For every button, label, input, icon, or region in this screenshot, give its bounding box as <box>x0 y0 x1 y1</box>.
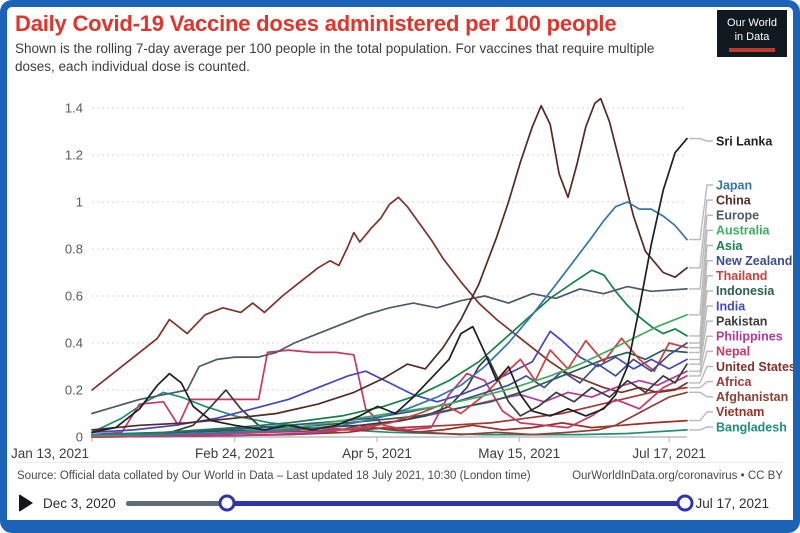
legend-label-africa[interactable]: Africa <box>716 375 752 389</box>
y-tick-label: 1.2 <box>65 148 83 163</box>
legend-label-thailand[interactable]: Thailand <box>716 269 767 283</box>
legend-leader-india <box>689 305 713 361</box>
y-tick-label: 1 <box>76 195 83 210</box>
legend-leader-nepal <box>689 350 713 377</box>
legend-label-australia[interactable]: Australia <box>716 224 771 238</box>
legend-leader-japan <box>689 184 713 241</box>
legend-leader-thailand <box>689 275 713 349</box>
owid-logo-line2: in Data <box>734 31 770 44</box>
owid-logo[interactable]: Our World in Data <box>717 10 787 57</box>
x-tick-label: Feb 24, 2021 <box>195 446 275 460</box>
legend-label-japan[interactable]: Japan <box>716 178 752 192</box>
page-title: Daily Covid-19 Vaccine doses administere… <box>15 11 617 36</box>
line-united-states <box>91 196 688 394</box>
legend-label-asia[interactable]: Asia <box>716 239 743 253</box>
legend-label-india[interactable]: India <box>716 299 746 313</box>
legend-label-new-zealand[interactable]: New Zealand <box>716 254 792 268</box>
timeline-start-handle[interactable] <box>218 494 236 512</box>
legend-leader-afghanistan <box>689 391 713 398</box>
legend-label-china[interactable]: China <box>716 193 752 207</box>
timeline-end-handle[interactable] <box>676 494 694 512</box>
timeline-excluded-range <box>125 500 227 506</box>
chart-subtitle: Shown is the rolling 7-day average per 1… <box>15 41 655 74</box>
line-india <box>91 330 688 434</box>
y-tick-label: 0.6 <box>65 289 83 304</box>
timeline-controls: Dec 3, 2020 Jul 17, 2021 <box>19 490 779 516</box>
y-tick-label: 1.4 <box>65 101 83 116</box>
legend-leader-asia <box>689 244 713 337</box>
line-europe <box>91 285 688 415</box>
x-tick-label: Apr 5, 2021 <box>342 446 412 460</box>
legend-label-nepal[interactable]: Nepal <box>716 345 750 359</box>
y-tick-label: 0 <box>76 430 83 445</box>
vaccine-doses-line-chart: 0 0.2 0.4 0.6 0.8 1 1.2 1.4 Jan 13, 2021 Feb 24, … <box>11 97 796 460</box>
legend-leader-china <box>689 199 713 269</box>
legend-leader-indonesia <box>689 290 713 354</box>
y-tick-label: 0.2 <box>65 383 83 398</box>
y-tick-label: 0.4 <box>65 336 83 351</box>
legend-label-philippines[interactable]: Philippines <box>716 330 783 344</box>
legend-label-pakistan[interactable]: Pakistan <box>716 314 767 328</box>
timeline-start-label: Dec 3, 2020 <box>43 495 116 511</box>
legend-label-vietnam[interactable]: Vietnam <box>716 405 764 419</box>
legend-label-indonesia[interactable]: Indonesia <box>716 284 775 298</box>
credit-link[interactable]: OurWorldInData.org/coronavirus • CC BY <box>572 470 783 482</box>
legend-leader-africa <box>689 380 713 389</box>
legend-leader-vietnam <box>689 411 713 422</box>
owid-logo-accent-bar <box>729 47 775 52</box>
x-tick-label: Jan 13, 2021 <box>11 446 89 460</box>
legend-leader-united-states <box>689 365 713 384</box>
x-tick-label: Jul 17, 2021 <box>632 446 706 460</box>
legend-leader-europe <box>689 214 713 290</box>
legend-label-sri-lanka[interactable]: Sri Lanka <box>716 134 773 148</box>
legend-leader-philippines <box>689 335 713 372</box>
line-asia <box>91 269 688 436</box>
timeline-slider-track[interactable] <box>125 494 694 512</box>
line-pakistan <box>91 356 688 437</box>
legend-label-europe[interactable]: Europe <box>716 209 759 223</box>
line-china <box>91 97 688 431</box>
line-new-zealand <box>91 342 688 436</box>
legend-leader-pakistan <box>689 320 713 365</box>
y-tick-label: 0.8 <box>65 242 83 257</box>
line-japan <box>91 201 688 436</box>
source-note: Source: Official data collated by Our Wo… <box>17 470 531 482</box>
x-tick-label: May 15, 2021 <box>478 446 560 460</box>
line-sri-lanka <box>91 137 688 434</box>
timeline-end-label: Jul 17, 2021 <box>695 495 769 511</box>
line-thailand <box>91 337 688 438</box>
legend-leader-australia <box>689 229 713 316</box>
chart-footer: Source: Official data collated by Our Wo… <box>17 462 783 482</box>
legend-leader-new-zealand <box>689 259 713 344</box>
legend-label-bangladesh[interactable]: Bangladesh <box>716 420 787 434</box>
legend-label-united-states[interactable]: United States <box>716 360 796 374</box>
play-button[interactable] <box>19 494 33 512</box>
owid-logo-line1: Our World <box>727 17 777 29</box>
legend-label-afghanistan[interactable]: Afghanistan <box>716 390 788 404</box>
legend-leader-bangladesh <box>689 426 713 431</box>
legend-leader-sri-lanka <box>689 137 713 142</box>
